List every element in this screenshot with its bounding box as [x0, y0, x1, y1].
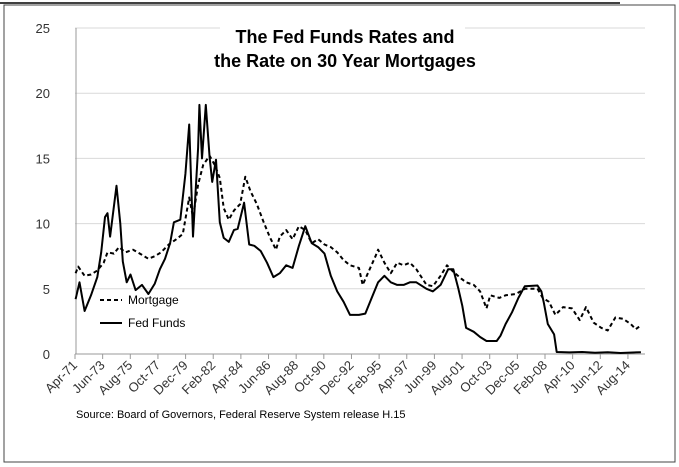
- legend-label-mortgage: Mortgage: [128, 293, 179, 307]
- series-line-mortgage: [74, 154, 642, 332]
- y-tick-label: 0: [43, 347, 50, 362]
- source-note: Source: Board of Governors, Federal Rese…: [76, 409, 406, 421]
- title-background: [220, 20, 465, 75]
- chart-title-line2: the Rate on 30 Year Mortgages: [214, 51, 476, 71]
- y-tick-label: 10: [36, 217, 50, 232]
- y-tick-label: 20: [36, 86, 50, 101]
- legend-label-fed-funds: Fed Funds: [128, 316, 185, 330]
- y-tick-label: 15: [36, 151, 50, 166]
- y-tick-label: 25: [36, 21, 50, 36]
- series-line-fed-funds: [74, 103, 641, 354]
- chart-frame: [3, 4, 676, 463]
- legend: Mortgage Fed Funds: [100, 293, 185, 330]
- chart-title-line1: The Fed Funds Rates and: [235, 27, 454, 47]
- y-tick-label: 5: [43, 282, 50, 297]
